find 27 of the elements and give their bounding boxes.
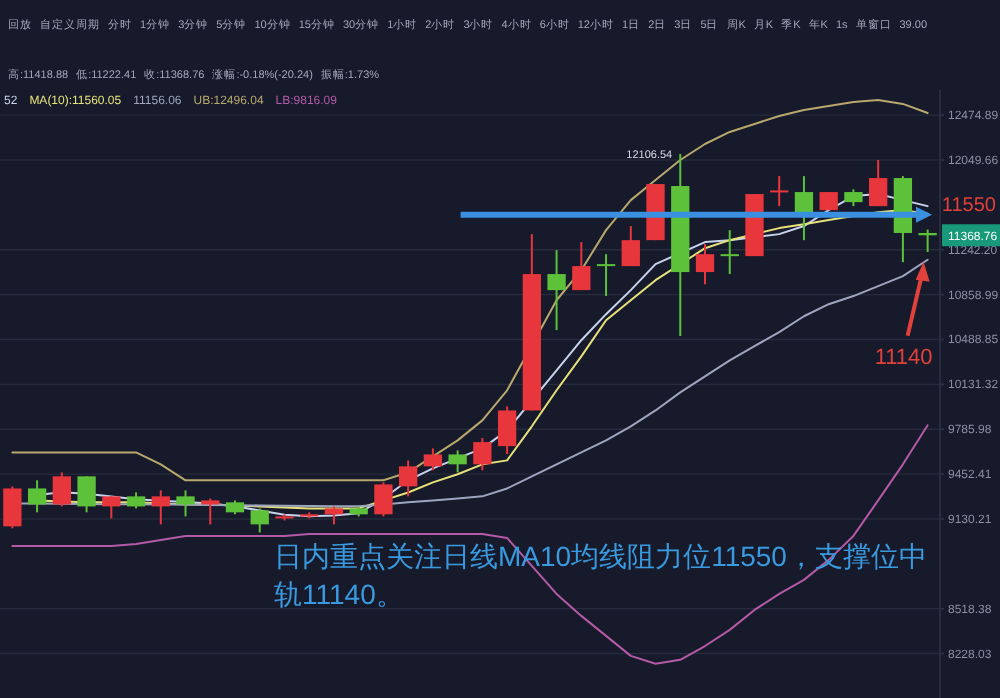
- candlestick: [423, 447, 443, 472]
- candlestick: [399, 459, 418, 498]
- candlestick: [547, 249, 566, 332]
- candlestick: [869, 159, 888, 208]
- candlestick: [102, 495, 121, 520]
- candlestick: [27, 479, 47, 514]
- ref-line-label: 11550: [941, 194, 997, 217]
- candlestick: [918, 228, 937, 254]
- candlestick: [250, 507, 269, 534]
- candlestick: [77, 475, 96, 514]
- candlestick: [572, 241, 591, 292]
- candlestick: [374, 481, 393, 518]
- candlestick: [448, 449, 467, 474]
- candlestick: [151, 489, 170, 526]
- candlestick: [794, 175, 814, 242]
- candlestick: [720, 229, 739, 276]
- candlestick: [596, 253, 616, 298]
- candlestick: [201, 497, 220, 526]
- candlestick: [497, 405, 517, 456]
- candlestick: [621, 225, 640, 268]
- annotation: 11140: [874, 345, 933, 370]
- candlestick: [176, 489, 195, 518]
- candlestick: [473, 436, 492, 472]
- candlestick: [52, 471, 71, 508]
- candlestick: [3, 485, 22, 530]
- candlestick: [770, 175, 789, 208]
- candlestick: [695, 243, 715, 286]
